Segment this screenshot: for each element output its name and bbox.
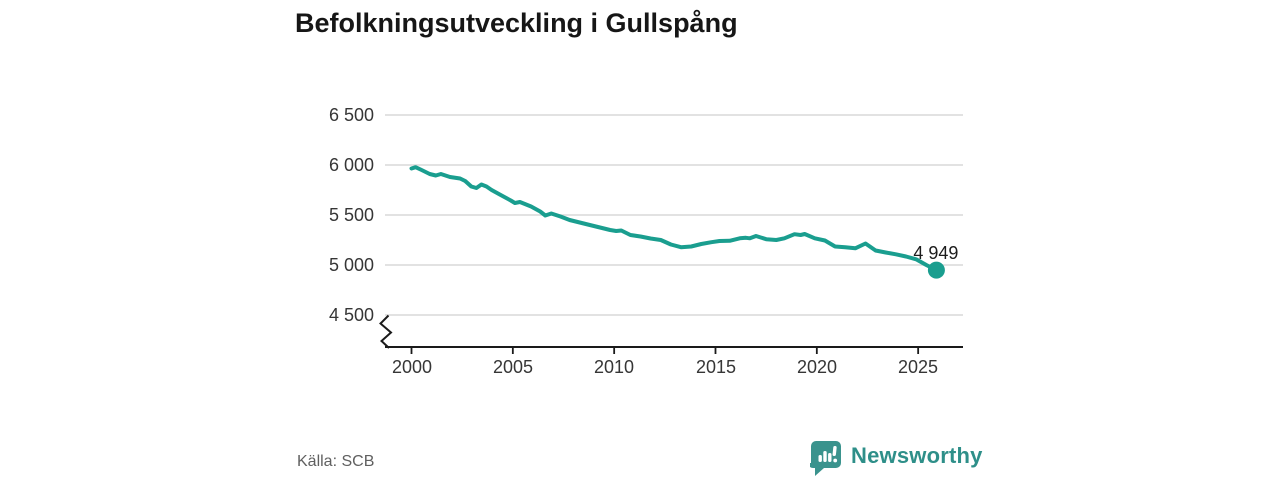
horizontal-gridlines	[385, 114, 963, 316]
newsworthy-logo[interactable]: Newsworthy	[810, 438, 983, 476]
x-tick-label: 2000	[391, 357, 433, 377]
x-tick-label: 2020	[796, 357, 838, 377]
y-tick-label: 6 000	[328, 155, 374, 175]
x-tick-label: 2010	[593, 357, 635, 377]
bar-chart-glyph	[818, 446, 838, 463]
last-value-dot	[927, 261, 945, 279]
y-axis-break-icon	[379, 314, 393, 349]
end-value-label: 4 949	[913, 243, 959, 264]
y-tick-label: 5 500	[328, 205, 374, 225]
x-tick-label: 2025	[897, 357, 939, 377]
x-tick-label: 2015	[695, 357, 737, 377]
y-tick-label: 4 500	[328, 305, 374, 325]
newsworthy-logo-text: Newsworthy	[851, 443, 983, 468]
population-line-series	[409, 165, 939, 273]
source-note: Källa: SCB	[297, 453, 375, 470]
x-axis-tick-marks	[410, 347, 920, 354]
newsworthy-bubble-icon	[810, 441, 841, 476]
y-tick-label: 5 000	[328, 255, 374, 275]
y-tick-label: 6 500	[328, 105, 374, 125]
x-tick-label: 2005	[492, 357, 534, 377]
chart-title: Befolkningsutveckling i Gullspång	[295, 8, 738, 38]
